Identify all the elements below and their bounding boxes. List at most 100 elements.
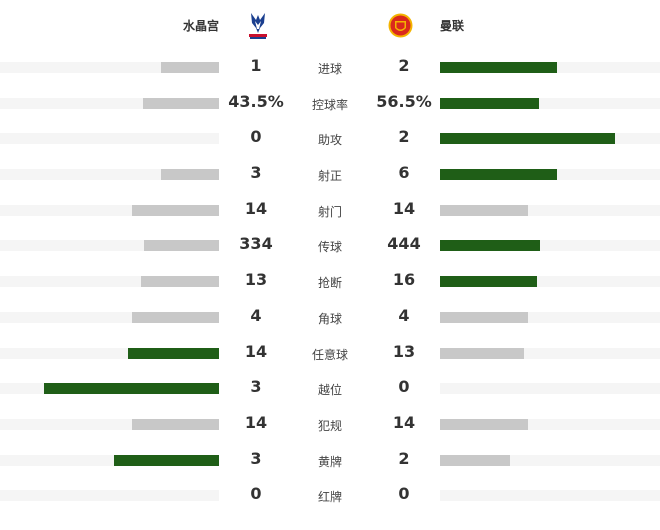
away-bar bbox=[440, 62, 557, 73]
away-bar-track bbox=[440, 454, 660, 466]
stat-label: 进球 bbox=[317, 62, 342, 76]
stat-label: 角球 bbox=[317, 311, 342, 326]
home-bar bbox=[140, 276, 219, 288]
away-value: 14 bbox=[392, 412, 416, 432]
home-bar-track bbox=[0, 169, 219, 181]
home-bar bbox=[142, 97, 219, 109]
home-value: 43.5% bbox=[228, 91, 284, 111]
stat-label: 任意球 bbox=[311, 347, 348, 362]
home-value: 3 bbox=[250, 163, 262, 183]
away-bar bbox=[440, 276, 537, 288]
stat-label: 控球率 bbox=[311, 97, 348, 112]
away-bar-track bbox=[440, 383, 660, 395]
stat-label: 抢断 bbox=[317, 276, 342, 291]
stat-row: 43.5% 控球率 56.5% bbox=[0, 85, 660, 121]
home-bar-track bbox=[0, 383, 219, 395]
stat-row: 3 黄牌 2 bbox=[0, 442, 660, 478]
home-bar bbox=[143, 240, 219, 252]
stat-row: 3 射正 6 bbox=[0, 156, 660, 192]
away-bar bbox=[440, 311, 528, 323]
home-value: 4 bbox=[250, 305, 262, 325]
stat-label: 黄牌 bbox=[317, 454, 342, 469]
home-bar bbox=[114, 454, 219, 466]
stat-label: 射正 bbox=[317, 169, 342, 184]
away-bar-track bbox=[440, 169, 660, 181]
stat-row: 14 射门 14 bbox=[0, 192, 660, 228]
away-value: 444 bbox=[387, 234, 421, 254]
home-bar-track bbox=[0, 276, 219, 288]
away-value: 56.5% bbox=[376, 91, 432, 111]
match-header: 水晶宫 曼联 bbox=[0, 0, 660, 50]
stat-label: 传球 bbox=[317, 240, 342, 255]
away-bar-track bbox=[440, 133, 660, 145]
away-bar bbox=[440, 169, 557, 181]
home-value: 0 bbox=[250, 484, 262, 504]
stat-row: 1 进球 2 bbox=[0, 49, 660, 85]
stats-list: 1 进球 2 43.5% 控球率 56.5% 0 助攻 2 3 射正 6 14 射门 14 334 传球 444 1… bbox=[0, 49, 660, 513]
away-bar bbox=[440, 418, 528, 430]
stat-row: 0 助攻 2 bbox=[0, 120, 660, 156]
stat-label: 红牌 bbox=[317, 490, 342, 505]
away-value: 0 bbox=[398, 484, 410, 504]
away-bar-track bbox=[440, 311, 660, 323]
home-bar bbox=[131, 204, 219, 216]
away-value: 2 bbox=[398, 56, 410, 75]
home-bar-track bbox=[0, 490, 219, 502]
stat-row: 13 抢断 16 bbox=[0, 263, 660, 299]
stat-label: 犯规 bbox=[317, 418, 342, 433]
stat-row: 334 传球 444 bbox=[0, 227, 660, 263]
away-team-name[interactable]: 曼联 bbox=[440, 19, 465, 33]
away-value: 2 bbox=[398, 127, 410, 147]
away-value: 0 bbox=[398, 377, 410, 397]
away-bar bbox=[440, 454, 510, 466]
away-bar-track bbox=[440, 347, 660, 359]
home-value: 1 bbox=[250, 56, 262, 75]
home-bar-track bbox=[0, 347, 219, 359]
home-bar-track bbox=[0, 133, 219, 145]
home-bar-track bbox=[0, 204, 219, 216]
stat-row: 4 角球 4 bbox=[0, 299, 660, 335]
stat-row: 0 红牌 0 bbox=[0, 477, 660, 513]
home-bar bbox=[131, 418, 219, 430]
away-bar-track bbox=[440, 204, 660, 216]
home-value: 14 bbox=[244, 412, 268, 432]
away-value: 13 bbox=[392, 341, 416, 361]
stat-row: 14 任意球 13 bbox=[0, 335, 660, 371]
home-bar-track bbox=[0, 311, 219, 323]
away-bar bbox=[440, 204, 528, 216]
home-bar-track bbox=[0, 97, 219, 109]
away-bar-track bbox=[440, 97, 660, 109]
away-bar-track bbox=[440, 418, 660, 430]
home-bar-track bbox=[0, 454, 219, 466]
crystal-palace-logo-icon[interactable] bbox=[247, 11, 269, 41]
stat-row: 14 犯规 14 bbox=[0, 406, 660, 442]
home-value: 3 bbox=[250, 377, 262, 397]
away-bar-track bbox=[440, 240, 660, 252]
away-value: 14 bbox=[392, 198, 416, 218]
home-value: 14 bbox=[244, 341, 268, 361]
away-value: 6 bbox=[398, 163, 410, 183]
away-bar-track bbox=[440, 276, 660, 288]
stat-label: 越位 bbox=[317, 383, 342, 398]
home-bar bbox=[160, 62, 219, 73]
home-bar bbox=[44, 383, 219, 395]
away-bar-track bbox=[440, 62, 660, 73]
home-value: 3 bbox=[250, 448, 262, 468]
home-value: 334 bbox=[239, 234, 273, 254]
stat-row: 3 越位 0 bbox=[0, 370, 660, 406]
away-value: 2 bbox=[398, 448, 410, 468]
away-value: 4 bbox=[398, 305, 410, 325]
home-value: 13 bbox=[244, 270, 268, 290]
home-value: 0 bbox=[250, 127, 262, 147]
home-bar-track bbox=[0, 62, 219, 73]
home-bar bbox=[128, 347, 219, 359]
away-bar-track bbox=[440, 490, 660, 502]
away-bar bbox=[440, 240, 540, 252]
away-bar bbox=[440, 97, 539, 109]
home-bar-track bbox=[0, 418, 219, 430]
away-bar bbox=[440, 133, 615, 145]
stat-label: 助攻 bbox=[317, 133, 342, 148]
home-bar bbox=[160, 169, 219, 181]
home-team-name[interactable]: 水晶宫 bbox=[182, 19, 219, 33]
manchester-united-logo-icon[interactable] bbox=[388, 13, 413, 38]
